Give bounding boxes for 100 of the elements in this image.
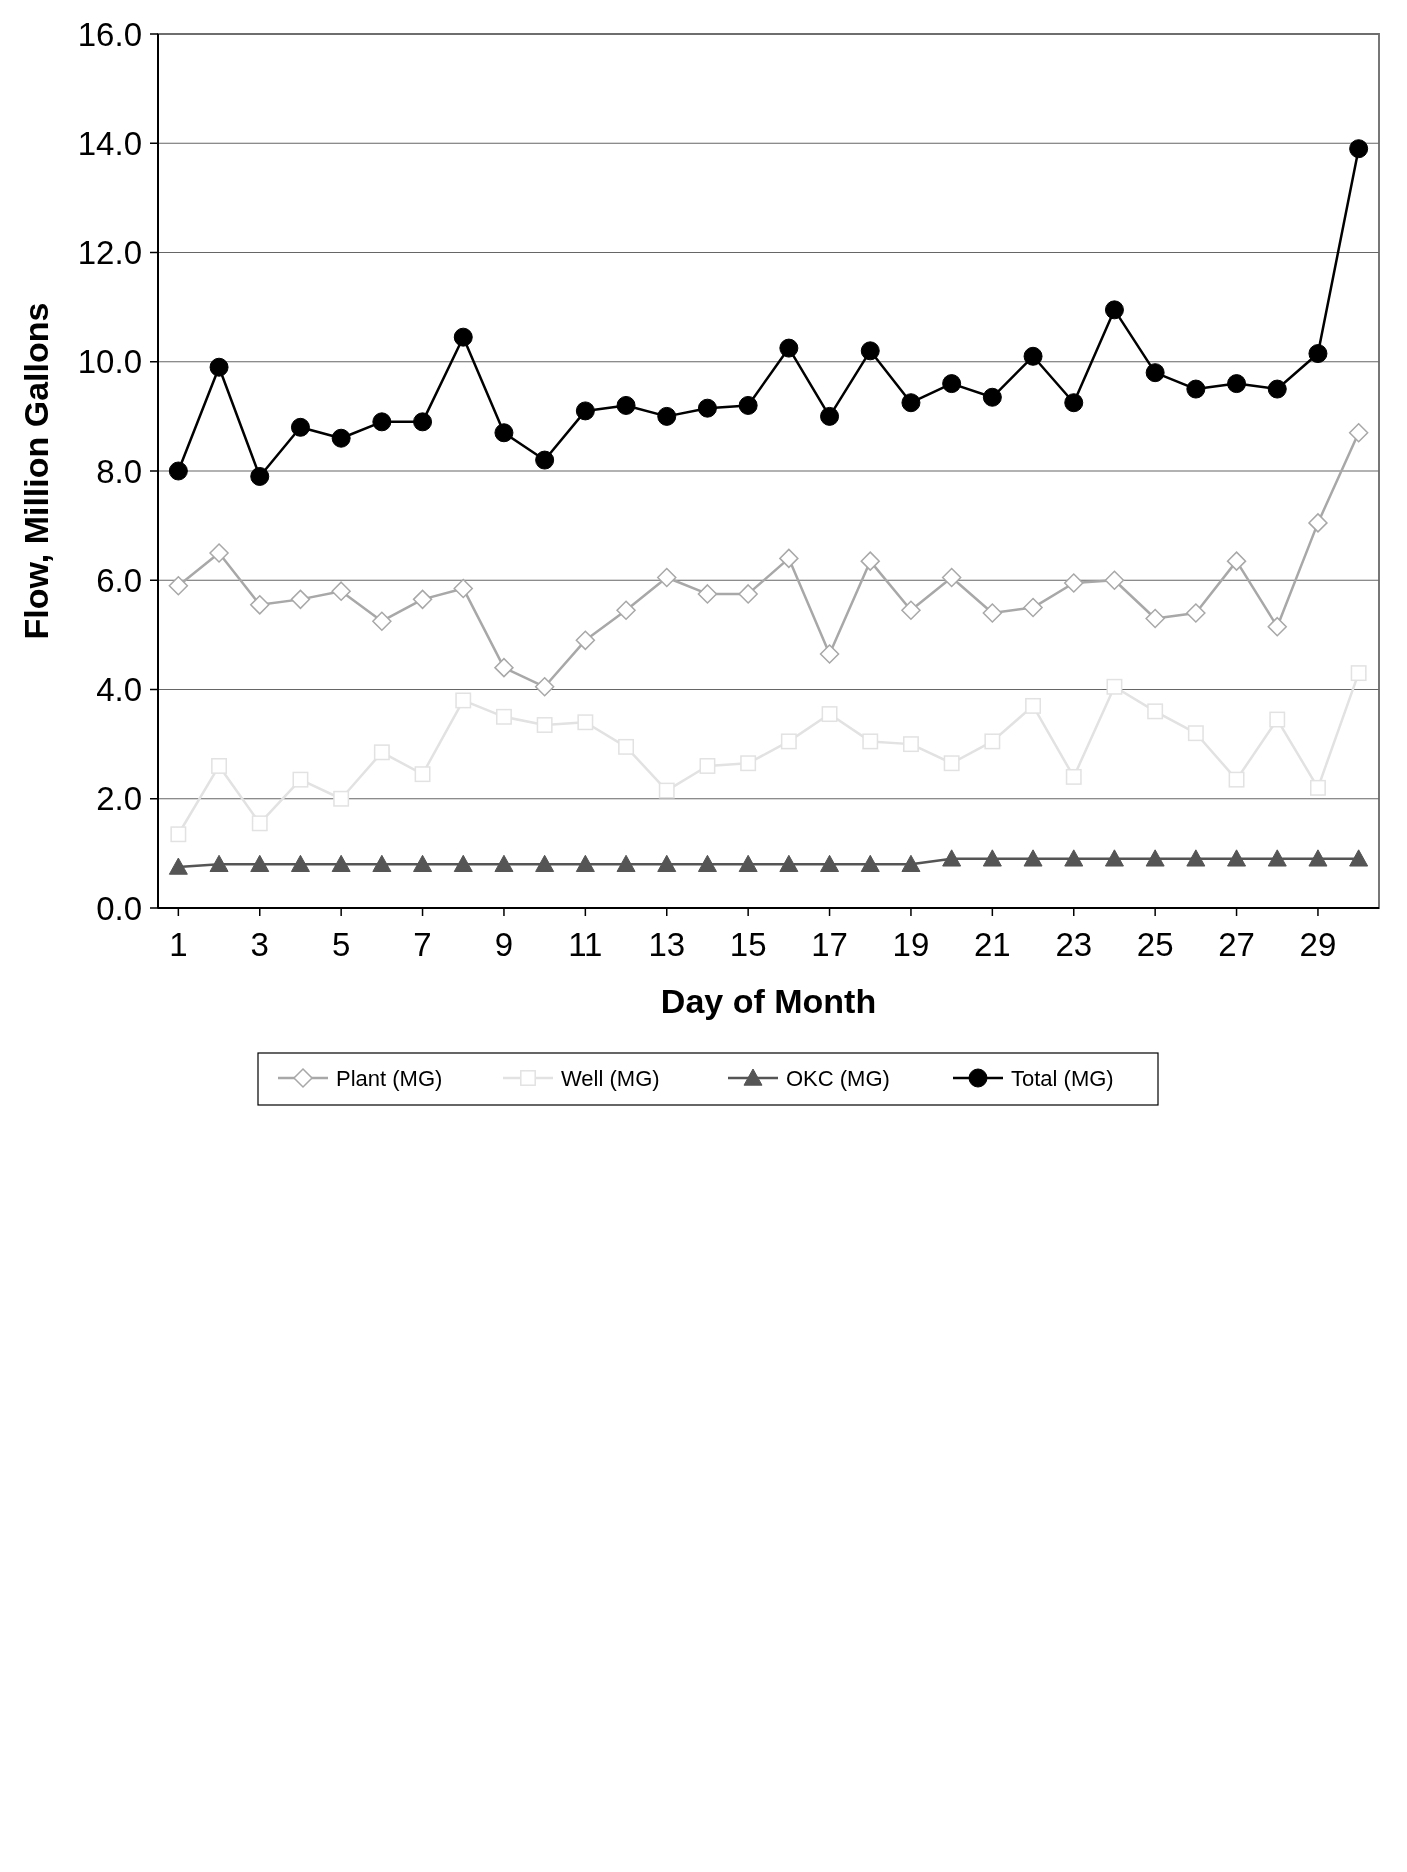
point [209,357,229,377]
y-tick-label: 14.0 [77,124,142,162]
point [1145,849,1165,867]
point [1186,849,1206,867]
point [250,466,270,486]
point [168,461,188,481]
point [1023,346,1043,366]
point [290,417,310,437]
point [413,854,433,872]
x-tick-label: 27 [1218,926,1255,963]
point [535,450,555,470]
point [1065,768,1082,785]
point [372,611,392,631]
point [1267,616,1287,637]
point [413,412,433,432]
point [168,575,189,596]
point [534,677,555,697]
point [657,567,677,588]
y-tick-label: 4.0 [96,671,142,709]
legend-label: Plant (MG) [336,1065,443,1091]
y-tick-label: 2.0 [96,780,142,818]
point [1064,393,1084,413]
point [414,766,431,783]
x-tick-label: 1 [169,926,188,963]
point [250,854,270,872]
point [494,423,514,443]
point [1308,849,1328,867]
y-tick-label: 6.0 [96,561,142,599]
point [942,374,962,394]
point [372,412,392,432]
point [209,854,229,872]
point [1227,849,1247,867]
point [943,755,960,772]
point [820,406,840,426]
point [860,854,880,872]
point [984,733,1001,750]
point [1349,139,1369,159]
point [494,657,514,678]
point [453,578,473,599]
point [455,692,472,709]
point [616,395,636,415]
point [250,595,270,615]
point [331,581,351,601]
point [697,854,717,872]
point [575,401,595,421]
point [1186,603,1206,623]
point [982,603,1003,623]
point [740,755,757,772]
point [1269,711,1286,728]
point [331,854,351,872]
point [1145,363,1165,383]
point [292,771,309,788]
x-tick-label: 25 [1136,926,1174,963]
point [697,398,717,418]
point [535,854,555,872]
point [820,854,840,872]
point [862,733,879,750]
point [982,849,1002,867]
point [1186,379,1206,399]
point [901,600,921,621]
point [577,714,594,731]
point [1023,597,1043,618]
point [860,551,880,571]
point [331,428,351,448]
x-tick-label: 29 [1299,926,1337,963]
y-axis-title: Flow, Million Gallons [17,302,55,640]
point [1267,849,1287,867]
point [941,567,962,588]
point [697,584,718,604]
point [1228,771,1245,788]
point [616,854,636,872]
point [1308,513,1328,533]
x-tick-label: 7 [413,926,432,963]
x-tick-label: 23 [1055,926,1093,963]
point [738,854,758,872]
point [251,815,268,832]
point [1147,703,1164,720]
point [901,854,921,872]
point [657,406,677,426]
point [290,589,311,610]
legend-label: OKC (MG) [786,1065,890,1091]
point [699,758,716,774]
legend-label: Well (MG) [561,1065,660,1091]
point [1064,573,1084,593]
x-tick-label: 3 [250,926,269,963]
point [575,630,596,651]
x-tick-label: 19 [892,926,930,963]
point [780,733,797,750]
x-tick-label: 15 [729,926,767,963]
point [372,854,392,872]
x-tick-label: 13 [648,926,686,963]
point [1104,570,1125,590]
point [819,644,840,664]
point [412,589,433,610]
point [1226,551,1247,571]
point [1023,849,1043,867]
point [1227,374,1247,394]
x-axis-title: Day of Month [660,982,877,1020]
point [1350,665,1367,682]
point [1348,423,1369,443]
